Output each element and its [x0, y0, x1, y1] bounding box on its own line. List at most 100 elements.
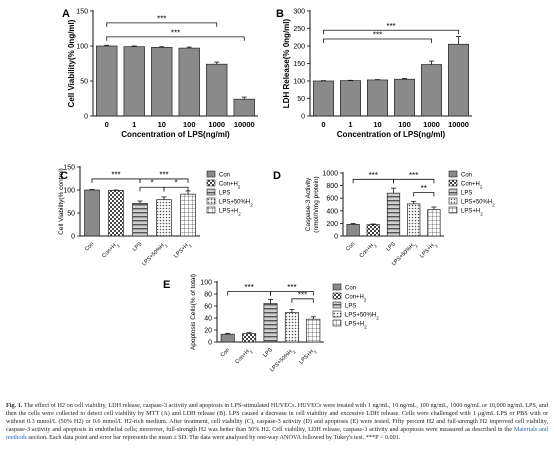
significance-bracket	[106, 36, 245, 41]
x-tick-label: 0	[105, 120, 109, 129]
y-tick-label: 150	[76, 9, 88, 16]
legend-entry-con: Con	[219, 173, 230, 179]
legend-swatch-lps-h2	[206, 206, 216, 214]
significance-bracket	[323, 29, 459, 35]
bar-lps-50-h2	[156, 199, 172, 237]
legend-swatch-con-h2	[332, 292, 342, 300]
legend-entry-lps-h2: LPS+H2	[219, 209, 241, 217]
significance-label: ***	[369, 171, 378, 180]
legend-entry-lps-50-h2: LPS+50%H2	[461, 200, 495, 208]
significance-label: ***	[244, 283, 253, 292]
bar-lps	[132, 202, 148, 237]
y-tick-label: 100	[76, 44, 88, 51]
x-tick-label: LPS	[132, 241, 144, 253]
x-tick-label: 100	[183, 120, 196, 129]
bar-1000	[421, 64, 442, 117]
bar-con-h2	[108, 190, 124, 237]
y-axis-label: Caspase-3 Activity(nmol/h/mg protein)	[305, 176, 320, 232]
legend-swatch-lps-50-h2	[332, 310, 342, 318]
x-tick-label: LPS+H2	[298, 347, 318, 367]
legend-entry-lps-h2: LPS+H2	[461, 209, 483, 217]
legend-swatch-lps-h2	[332, 319, 342, 327]
significance-label: *	[174, 179, 177, 188]
bar-lps	[263, 303, 278, 343]
bar-lps-h2	[180, 193, 196, 237]
y-tick-label: 0	[301, 114, 305, 121]
bar-lps-50-h2	[284, 312, 299, 343]
significance-label: ***	[386, 22, 395, 31]
significance-bracket	[139, 186, 165, 192]
legend-entry-lps: LPS	[345, 304, 356, 310]
legend-swatch-lps	[448, 188, 458, 196]
caption-text-end: section. Each data point and error bar r…	[26, 434, 401, 442]
bar-10	[367, 79, 388, 117]
y-tick-label: 0	[84, 114, 88, 121]
y-tick-label: 300	[293, 9, 305, 16]
bar-1000	[206, 63, 228, 117]
bar-con	[220, 333, 235, 343]
y-tick-label: 100	[63, 188, 75, 195]
y-axis-label: LDH Release(% 0ng/ml)	[282, 18, 291, 108]
y-tick-label: 150	[63, 165, 75, 172]
bar-lps	[386, 192, 401, 237]
panel-label: D	[273, 170, 281, 182]
x-tick-label: LPS	[262, 347, 274, 359]
legend-entry-con: Con	[345, 286, 356, 292]
significance-label: *	[150, 179, 153, 188]
y-tick-label: 80	[204, 292, 212, 299]
x-tick-label: 100	[398, 120, 411, 129]
y-tick-label: 250	[293, 26, 305, 33]
y-tick-label: 0	[334, 234, 338, 241]
bar-100	[178, 47, 200, 117]
x-tick-label: 10	[373, 120, 381, 129]
y-tick-label: 40	[204, 316, 212, 323]
x-tick-label: LPS+50%H2	[141, 241, 169, 269]
x-axis-label: Concentration of LPS(ng/ml)	[121, 130, 230, 139]
x-tick-label: Con+H2	[359, 241, 379, 261]
y-tick-label: 50	[80, 79, 88, 86]
bar-10000	[448, 43, 469, 117]
legend-swatch-con	[332, 283, 342, 291]
significance-label: ***	[157, 14, 166, 23]
panel-label: B	[276, 8, 284, 20]
y-tick-label: 800	[326, 183, 338, 190]
x-tick-label: LPS+H2	[419, 241, 439, 261]
x-axis-label: Concentration of LPS(ng/ml)	[337, 130, 446, 139]
caption-text: The effect of H2 on cell viability, LDH …	[6, 402, 548, 434]
bar-lps-h2	[427, 209, 441, 237]
y-tick-label: 20	[204, 328, 212, 335]
caption-label: Fig. 1.	[6, 402, 23, 409]
y-tick-label: 0	[71, 234, 75, 241]
legend-entry-lps-h2: LPS+H2	[345, 322, 367, 330]
y-tick-label: 0	[208, 340, 212, 347]
y-tick-label: 1000	[322, 171, 338, 178]
significance-bracket	[270, 291, 314, 296]
y-tick-label: 50	[67, 211, 75, 218]
panel-label: E	[163, 279, 170, 291]
legend-entry-lps: LPS	[461, 191, 472, 197]
legend-swatch-lps-50-h2	[206, 197, 216, 205]
y-tick-label: 100	[200, 280, 212, 287]
significance-bracket	[323, 38, 432, 43]
y-tick-label: 60	[204, 304, 212, 311]
legend-swatch-con-h2	[206, 179, 216, 187]
significance-label: ***	[298, 290, 307, 299]
bar-10000	[233, 98, 255, 117]
x-tick-label: 0	[321, 120, 325, 129]
y-axis-label: Apoptosis Cells(% of total)	[190, 274, 197, 350]
materials-methods-link[interactable]: Materials and methods	[6, 426, 548, 442]
significance-label: ***	[111, 170, 120, 179]
significance-bracket	[139, 178, 189, 183]
x-tick-label: LPS	[385, 241, 397, 253]
significance-bracket	[352, 178, 394, 184]
bar-lps-h2	[306, 318, 321, 343]
panel-label: A	[62, 8, 70, 20]
bar-1	[123, 46, 145, 117]
bar-10	[151, 47, 173, 117]
x-tick-label: LPS+H2	[173, 241, 193, 261]
x-tick-label: 1	[348, 120, 352, 129]
